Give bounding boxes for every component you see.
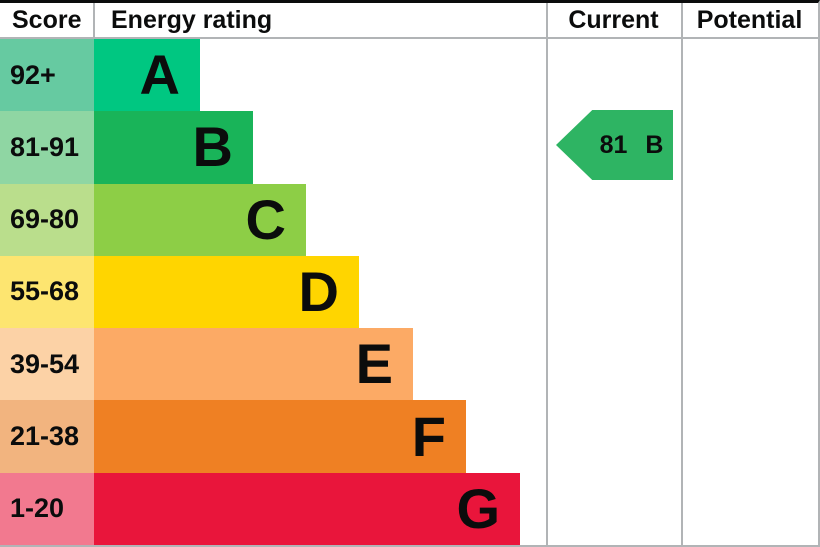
header-energy-rating: Energy rating: [111, 5, 273, 34]
chart-header: Score Energy rating Current Potential: [0, 3, 818, 37]
header-underline: [0, 37, 818, 39]
score-cell-e: 39-54: [0, 328, 94, 401]
header-potential: Potential: [696, 5, 803, 34]
band-row-g: 1-20 G: [0, 472, 818, 545]
score-cell-g: 1-20: [0, 472, 94, 545]
band-row-d: 55-68 D: [0, 255, 818, 329]
score-cell-c: 69-80: [0, 183, 94, 256]
band-bar-e: E: [94, 328, 413, 401]
header-current: Current: [568, 5, 659, 34]
current-score-value: 81: [599, 130, 628, 159]
band-row-e: 39-54 E: [0, 328, 818, 401]
band-row-c: 69-80 C: [0, 183, 818, 256]
band-bar-a: A: [94, 39, 200, 112]
band-rows: 92+ A 81-91 B 69-80 C 55-68 D 39-54 E 21…: [0, 39, 818, 545]
header-score: Score: [12, 5, 82, 34]
band-bar-b: B: [94, 111, 253, 184]
band-bar-d: D: [94, 255, 359, 329]
band-bar-g: G: [94, 472, 520, 545]
score-column-divider: [93, 3, 95, 37]
current-column-divider: [546, 3, 548, 545]
current-band-letter: B: [645, 130, 664, 159]
score-cell-a: 92+: [0, 39, 94, 112]
score-cell-b: 81-91: [0, 111, 94, 184]
potential-column-divider: [681, 3, 683, 545]
band-bar-c: C: [94, 183, 306, 256]
band-bar-f: F: [94, 400, 466, 473]
score-cell-f: 21-38: [0, 400, 94, 473]
band-row-a: 92+ A: [0, 39, 818, 112]
band-row-f: 21-38 F: [0, 400, 818, 473]
score-cell-d: 55-68: [0, 255, 94, 329]
band-row-b: 81-91 B: [0, 111, 818, 184]
